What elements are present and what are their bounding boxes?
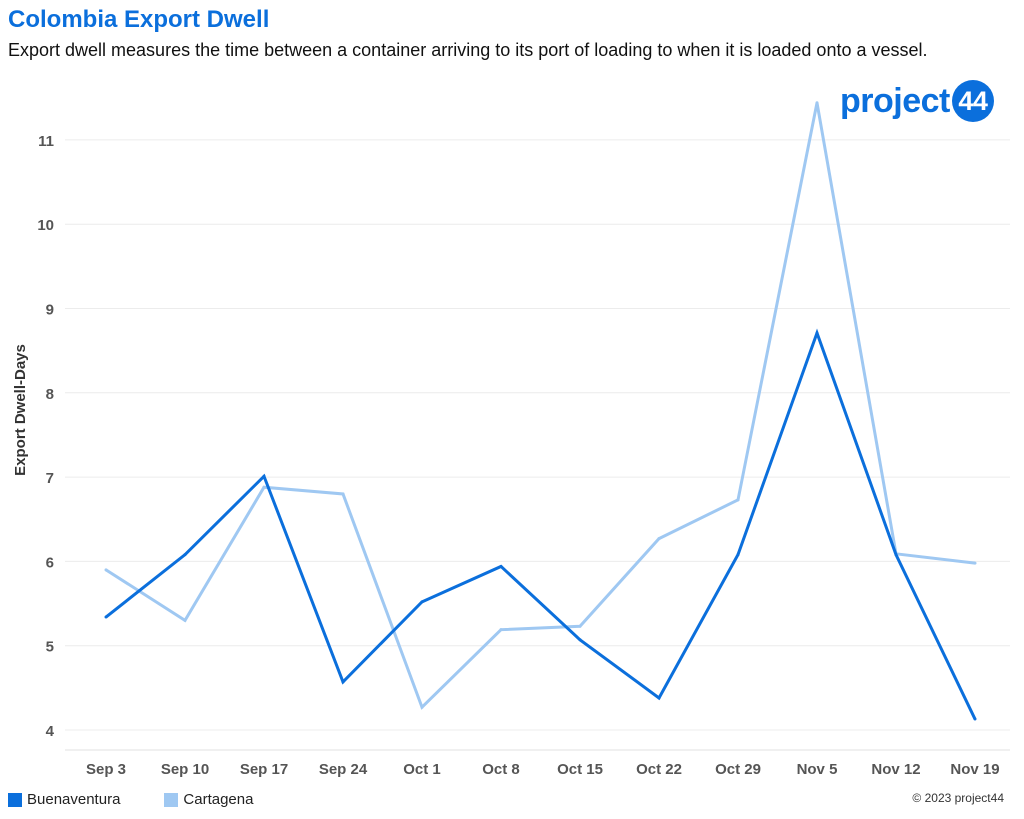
y-tick-label: 8 [46,386,54,403]
x-tick-label: Oct 22 [636,761,682,778]
data-point[interactable] [657,696,661,700]
grid-lines [65,139,1010,731]
legend-item-cartagena[interactable]: Cartagena [164,791,253,808]
data-point[interactable] [262,474,266,478]
data-point[interactable] [499,628,503,632]
y-tick-label: 7 [46,470,54,487]
x-tick-label: Sep 24 [319,761,368,778]
data-point[interactable] [736,498,740,502]
y-tick-label: 4 [46,723,55,740]
data-point[interactable] [578,624,582,628]
legend-item-buenaventura[interactable]: Buenaventura [8,791,120,808]
copyright-text: © 2023 project44 [912,791,1004,805]
legend-label: Buenaventura [27,791,121,808]
data-point[interactable] [420,705,424,709]
series-lines [104,101,977,721]
data-point[interactable] [341,680,345,684]
data-point[interactable] [499,564,503,568]
x-tick-label: Sep 3 [86,761,126,778]
x-tick-label: Oct 29 [715,761,761,778]
y-axis-label: Export Dwell-Days [12,344,29,476]
x-tick-label: Sep 17 [240,761,288,778]
data-point[interactable] [657,537,661,541]
x-tick-label: Oct 1 [403,761,441,778]
data-point[interactable] [736,553,740,557]
chart-title: Colombia Export Dwell [8,6,270,33]
x-tick-label: Nov 12 [871,761,920,778]
legend: Buenaventura Cartagena [8,791,253,808]
logo-text: project [840,81,950,120]
y-tick-label: 11 [38,133,54,150]
x-tick-label: Oct 15 [557,761,603,778]
x-axis-ticks: Sep 3 Sep 10 Sep 17 Sep 24 Oct 1 Oct 8 Oct 15 O… [65,749,1010,778]
x-tick-label: Oct 8 [482,761,520,778]
data-point[interactable] [183,618,187,622]
data-point[interactable] [973,717,977,721]
chart-subtitle: Export dwell measures the time between a… [8,40,928,60]
data-point[interactable] [578,638,582,642]
legend-label: Cartagena [183,791,254,808]
legend-swatch-icon [8,792,22,807]
y-axis-ticks: 4 5 6 7 8 9 10 11 [37,133,54,740]
project44-logo: project 44 [840,80,994,122]
data-point[interactable] [815,101,819,105]
data-point[interactable] [341,492,345,496]
y-tick-label: 10 [37,217,54,234]
legend-swatch-icon [164,792,179,807]
data-point[interactable] [104,615,108,619]
logo-badge: 44 [951,80,994,122]
data-point[interactable] [104,568,108,572]
data-point[interactable] [183,553,187,557]
data-point[interactable] [815,331,819,335]
data-point[interactable] [894,553,898,557]
series-line-cartagena[interactable] [105,102,976,710]
series-line-buenaventura[interactable] [105,328,977,720]
y-tick-label: 5 [46,639,54,656]
x-tick-label: Nov 5 [797,761,838,778]
data-point[interactable] [973,561,977,565]
y-tick-label: 9 [46,302,54,319]
data-point[interactable] [420,600,424,604]
y-tick-label: 6 [46,554,54,571]
x-tick-label: Nov 19 [950,761,999,778]
data-point[interactable] [262,485,266,489]
x-tick-label: Sep 10 [161,761,209,778]
